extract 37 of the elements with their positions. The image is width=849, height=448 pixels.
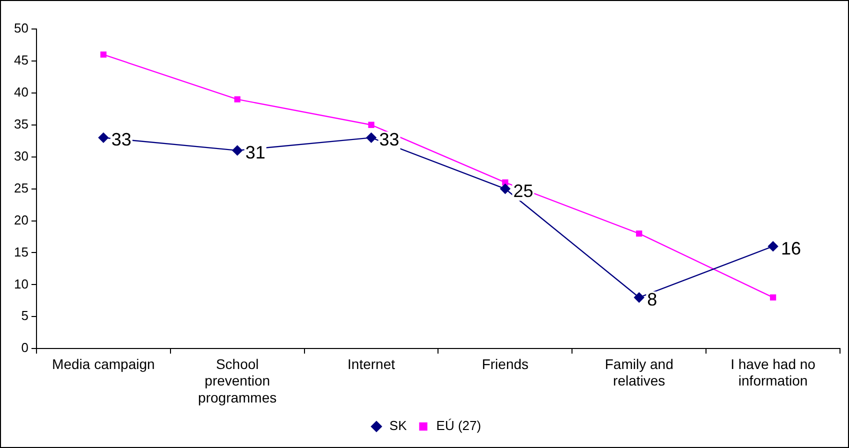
point [768, 241, 778, 252]
y-tick-label: 40 [14, 84, 28, 100]
y-tick-label: 5 [21, 308, 28, 324]
point [500, 184, 510, 194]
legend-label: SK [389, 418, 408, 434]
data-label: 33 [111, 130, 132, 150]
y-tick-label: 15 [14, 244, 28, 260]
y-tick-label: 45 [14, 52, 28, 68]
y-tick-label: 20 [14, 212, 28, 228]
point [634, 292, 644, 303]
x-tick-label: Media campaign [52, 356, 155, 372]
data-label: 33 [379, 130, 400, 150]
x-tick-label: Family and relatives [604, 356, 674, 389]
y-tick-label: 25 [14, 180, 28, 196]
legend-label: EÚ (27) [436, 418, 482, 434]
x-tick-label: Friends [482, 356, 529, 372]
point [636, 230, 642, 237]
y-tick-label: 0 [21, 340, 28, 356]
point [368, 122, 374, 128]
x-tick-label: Internet [348, 356, 396, 372]
y-tick-label: 10 [14, 276, 28, 292]
point [366, 132, 376, 143]
data-label: 25 [513, 180, 534, 201]
point [98, 132, 109, 143]
x-tick-label: School prevention programmes [198, 356, 277, 406]
point [770, 294, 776, 301]
y-tick-label: 35 [14, 116, 28, 132]
y-tick-label: 50 [14, 20, 28, 36]
x-tick-label: I have had no information [730, 356, 816, 389]
data-label: 16 [781, 238, 802, 258]
data-label: 8 [647, 289, 658, 310]
point [100, 51, 106, 58]
y-tick-label: 30 [14, 148, 28, 164]
point [234, 96, 240, 102]
data-label: 31 [245, 142, 266, 162]
point [232, 145, 242, 156]
point [502, 179, 508, 186]
